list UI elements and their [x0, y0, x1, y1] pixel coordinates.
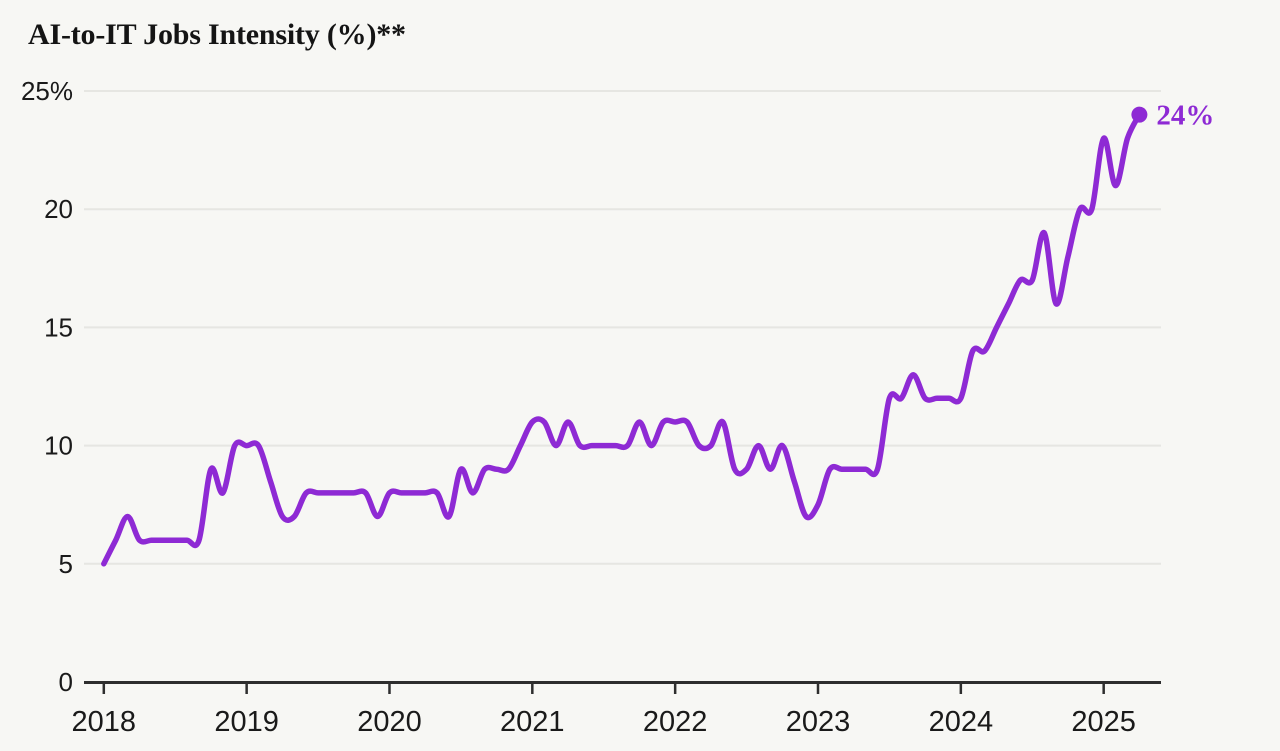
x-axis-label-2024: 2024 [929, 706, 994, 738]
y-axis-label-5: 5 [59, 549, 73, 579]
x-axis-label-2023: 2023 [786, 706, 851, 738]
end-point-dot [1131, 106, 1148, 123]
y-axis-label-25: 25% [21, 76, 73, 106]
x-axis-label-2022: 2022 [643, 706, 708, 738]
x-axis-label-2020: 2020 [357, 706, 422, 738]
chart-title: AI-to-IT Jobs Intensity (%)** [28, 18, 406, 51]
x-axis-label-2025: 2025 [1071, 706, 1136, 738]
y-axis-label-0: 0 [59, 667, 73, 697]
x-axis-label-2019: 2019 [214, 706, 279, 738]
y-axis-label-15: 15 [44, 312, 73, 342]
y-axis-label-20: 20 [44, 194, 73, 224]
x-axis-label-2021: 2021 [500, 706, 565, 738]
y-axis-label-10: 10 [44, 431, 73, 461]
trend-line [101, 111, 1143, 567]
x-axis-label-2018: 2018 [72, 706, 137, 738]
end-value-label: 24% [1156, 100, 1214, 132]
